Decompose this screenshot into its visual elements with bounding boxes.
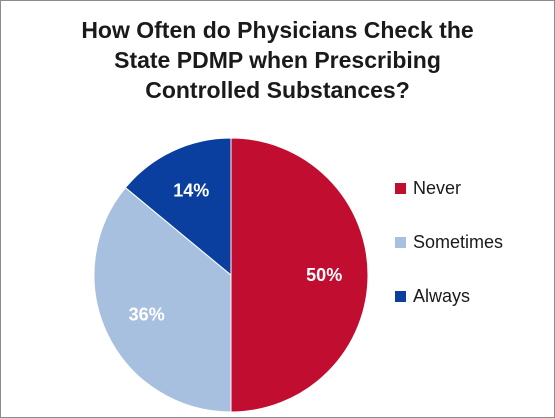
legend-item-always: Always: [391, 283, 503, 310]
legend-label-sometimes: Sometimes: [413, 232, 504, 252]
legend-item-sometimes: Sometimes: [391, 229, 503, 256]
chart-title-line-2: State PDMP when Prescribing: [114, 47, 441, 73]
chart-title-line-1: How Often do Physicians Check the: [81, 17, 474, 43]
legend-swatch-sometimes: [395, 237, 406, 248]
data-label-sometimes: 36%: [129, 305, 165, 325]
pie-slice-always: [124, 137, 232, 277]
legend-label-always: Always: [413, 286, 471, 306]
data-label-always: 14%: [173, 181, 209, 201]
chart-title-line-3: Controlled Substances?: [145, 77, 410, 103]
chart-title: How Often do Physicians Check the State …: [1, 15, 554, 105]
legend-swatch-never: [395, 183, 406, 194]
legend-swatch-always: [395, 291, 406, 302]
data-label-never: 50%: [306, 265, 342, 285]
legend: Never Sometimes Always: [391, 175, 503, 337]
pie-slice-sometimes: [93, 186, 232, 413]
pie-slice-never: [230, 137, 369, 413]
legend-item-never: Never: [391, 175, 503, 202]
legend-label-never: Never: [413, 178, 462, 198]
